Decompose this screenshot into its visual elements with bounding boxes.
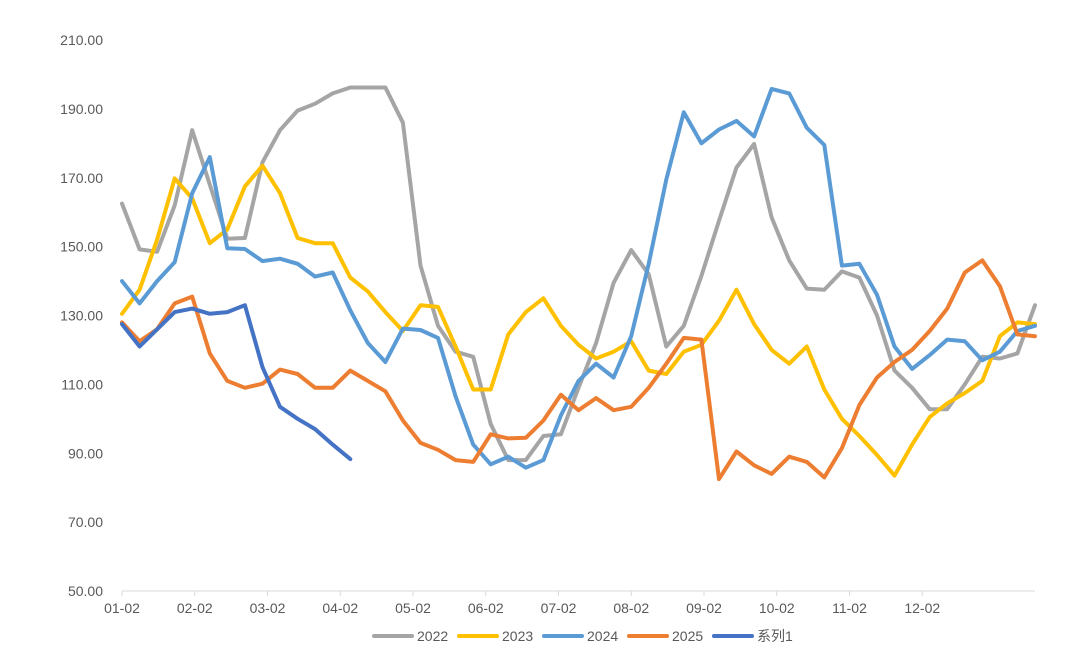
legend-label: 2023 [502, 628, 533, 644]
y-tick-label: 170.00 [60, 170, 103, 186]
y-tick-label: 110.00 [61, 376, 103, 392]
series-line-2024 [120, 86, 1037, 470]
y-tick-label: 50.00 [68, 583, 103, 599]
x-tick-label: 04-02 [322, 600, 358, 616]
x-tick-label: 02-02 [177, 600, 213, 616]
legend-item-2023[interactable]: 2023 [457, 628, 533, 644]
x-tick-label: 07-02 [541, 600, 577, 616]
series-line-系列1 [120, 303, 353, 462]
y-tick-label: 70.00 [68, 514, 103, 530]
legend-label: 2022 [417, 628, 448, 644]
x-tick-label: 06-02 [468, 600, 504, 616]
legend-label: 2025 [672, 628, 703, 644]
series-line-2023 [120, 163, 1037, 478]
legend-item-2024[interactable]: 2024 [542, 628, 618, 644]
series-layer [120, 85, 1037, 482]
x-tick-label: 12-02 [904, 600, 940, 616]
legend: 2022 2023 2024 2025 系列1 [372, 628, 793, 644]
legend-item-2022[interactable]: 2022 [372, 628, 448, 644]
x-tick-label: 05-02 [395, 600, 431, 616]
legend-item-系列1[interactable]: 系列1 [712, 628, 793, 644]
series-line-2022 [120, 85, 1037, 463]
y-tick-label: 130.00 [60, 308, 103, 324]
y-tick-label: 190.00 [60, 101, 103, 117]
x-tick-label: 11-02 [832, 600, 867, 616]
legend-label: 系列1 [757, 628, 793, 644]
y-axis: 50.00 70.00 90.00 110.00 130.00 150.00 170.00 1… [60, 32, 103, 599]
y-tick-label: 90.00 [68, 445, 103, 461]
series-line-2025 [120, 258, 1037, 482]
x-tick-label: 10-02 [759, 600, 795, 616]
x-tick-label: 09-02 [686, 600, 722, 616]
legend-item-2025[interactable]: 2025 [627, 628, 703, 644]
y-tick-label: 150.00 [60, 239, 103, 255]
x-axis: 01-02 02-02 03-02 04-02 05-02 06-02 07-02 08-02… [104, 590, 1035, 616]
x-tick-label: 08-02 [613, 600, 649, 616]
y-tick-label: 210.00 [60, 32, 103, 48]
x-tick-label: 03-02 [250, 600, 286, 616]
x-tick-label: 01-02 [104, 600, 140, 616]
legend-label: 2024 [587, 628, 618, 644]
